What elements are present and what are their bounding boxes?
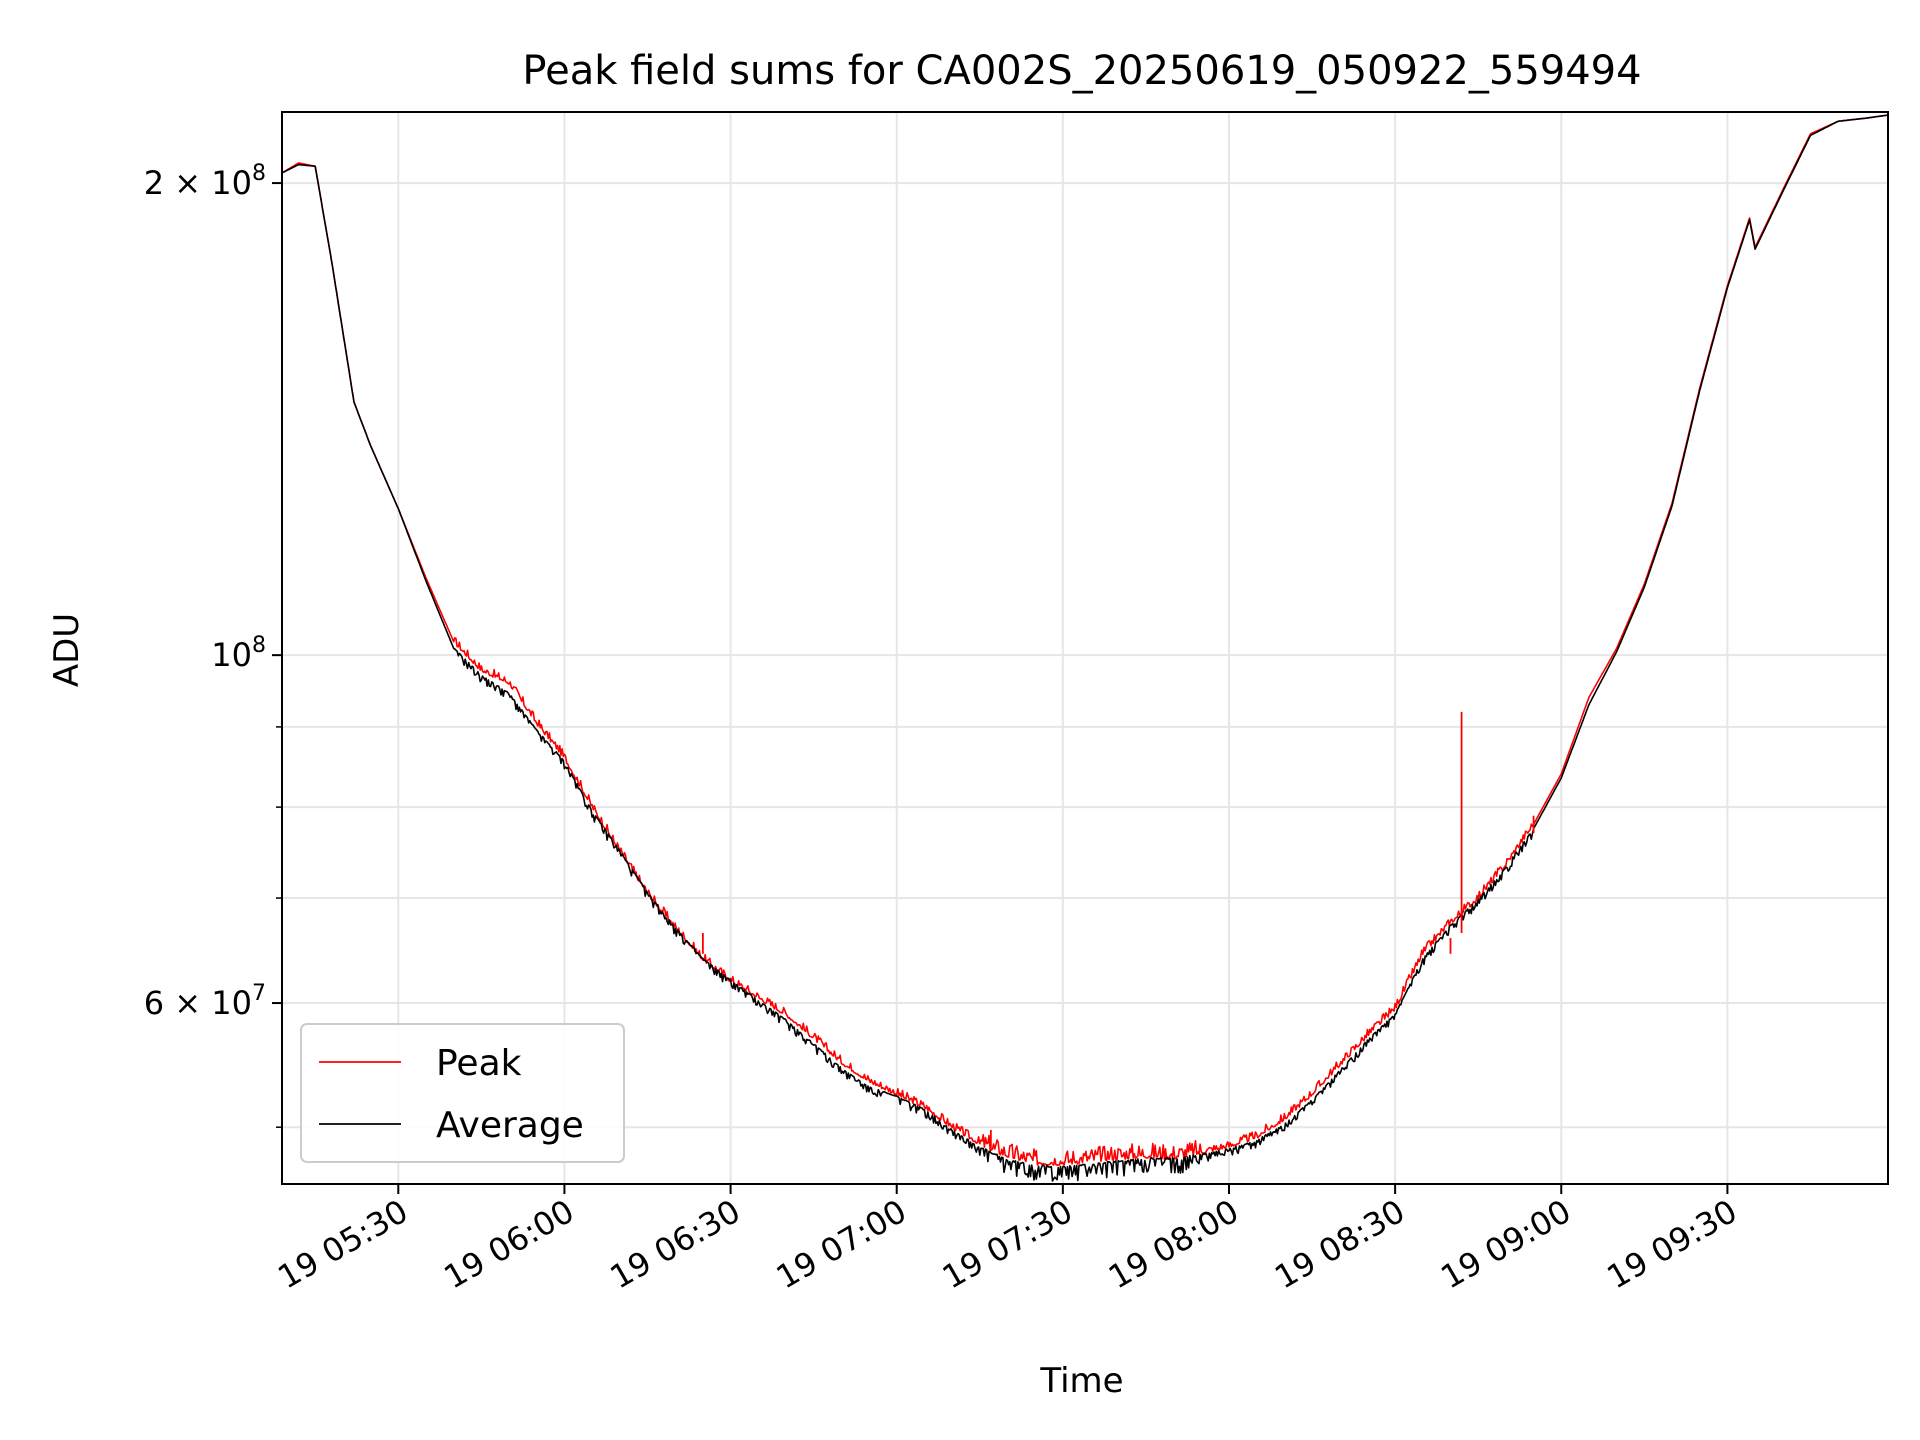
y-tick-label: 6 × 107 xyxy=(144,981,266,1022)
y-tick-label-exponent: 8 xyxy=(252,161,266,186)
y-tick-label-exponent: 7 xyxy=(252,981,266,1006)
y-tick-label-base: 2 × 10 xyxy=(144,164,252,202)
series-layer xyxy=(281,114,1889,1182)
grid xyxy=(282,112,1888,1184)
y-axis-label: ADU xyxy=(47,613,87,687)
legend-box xyxy=(300,1023,625,1163)
y-tick-label-base: 6 × 10 xyxy=(144,984,252,1022)
y-tick-label: 2 × 108 xyxy=(144,161,266,202)
plot-frame xyxy=(281,111,1889,1185)
series-line-peak xyxy=(281,114,1889,1167)
legend-label-average: Average xyxy=(436,1105,584,1146)
legend-label-peak: Peak xyxy=(436,1043,522,1084)
x-axis-label: Time xyxy=(1039,1361,1123,1401)
series-line-average xyxy=(281,114,1889,1182)
y-tick-label-base: 10 xyxy=(211,636,252,674)
legend: Peak Average xyxy=(300,1023,625,1163)
y-tick-label-exponent: 8 xyxy=(252,633,266,658)
y-tick-label: 108 xyxy=(211,633,266,674)
chart-title: Peak field sums for CA002S_20250619_0509… xyxy=(522,48,1641,94)
